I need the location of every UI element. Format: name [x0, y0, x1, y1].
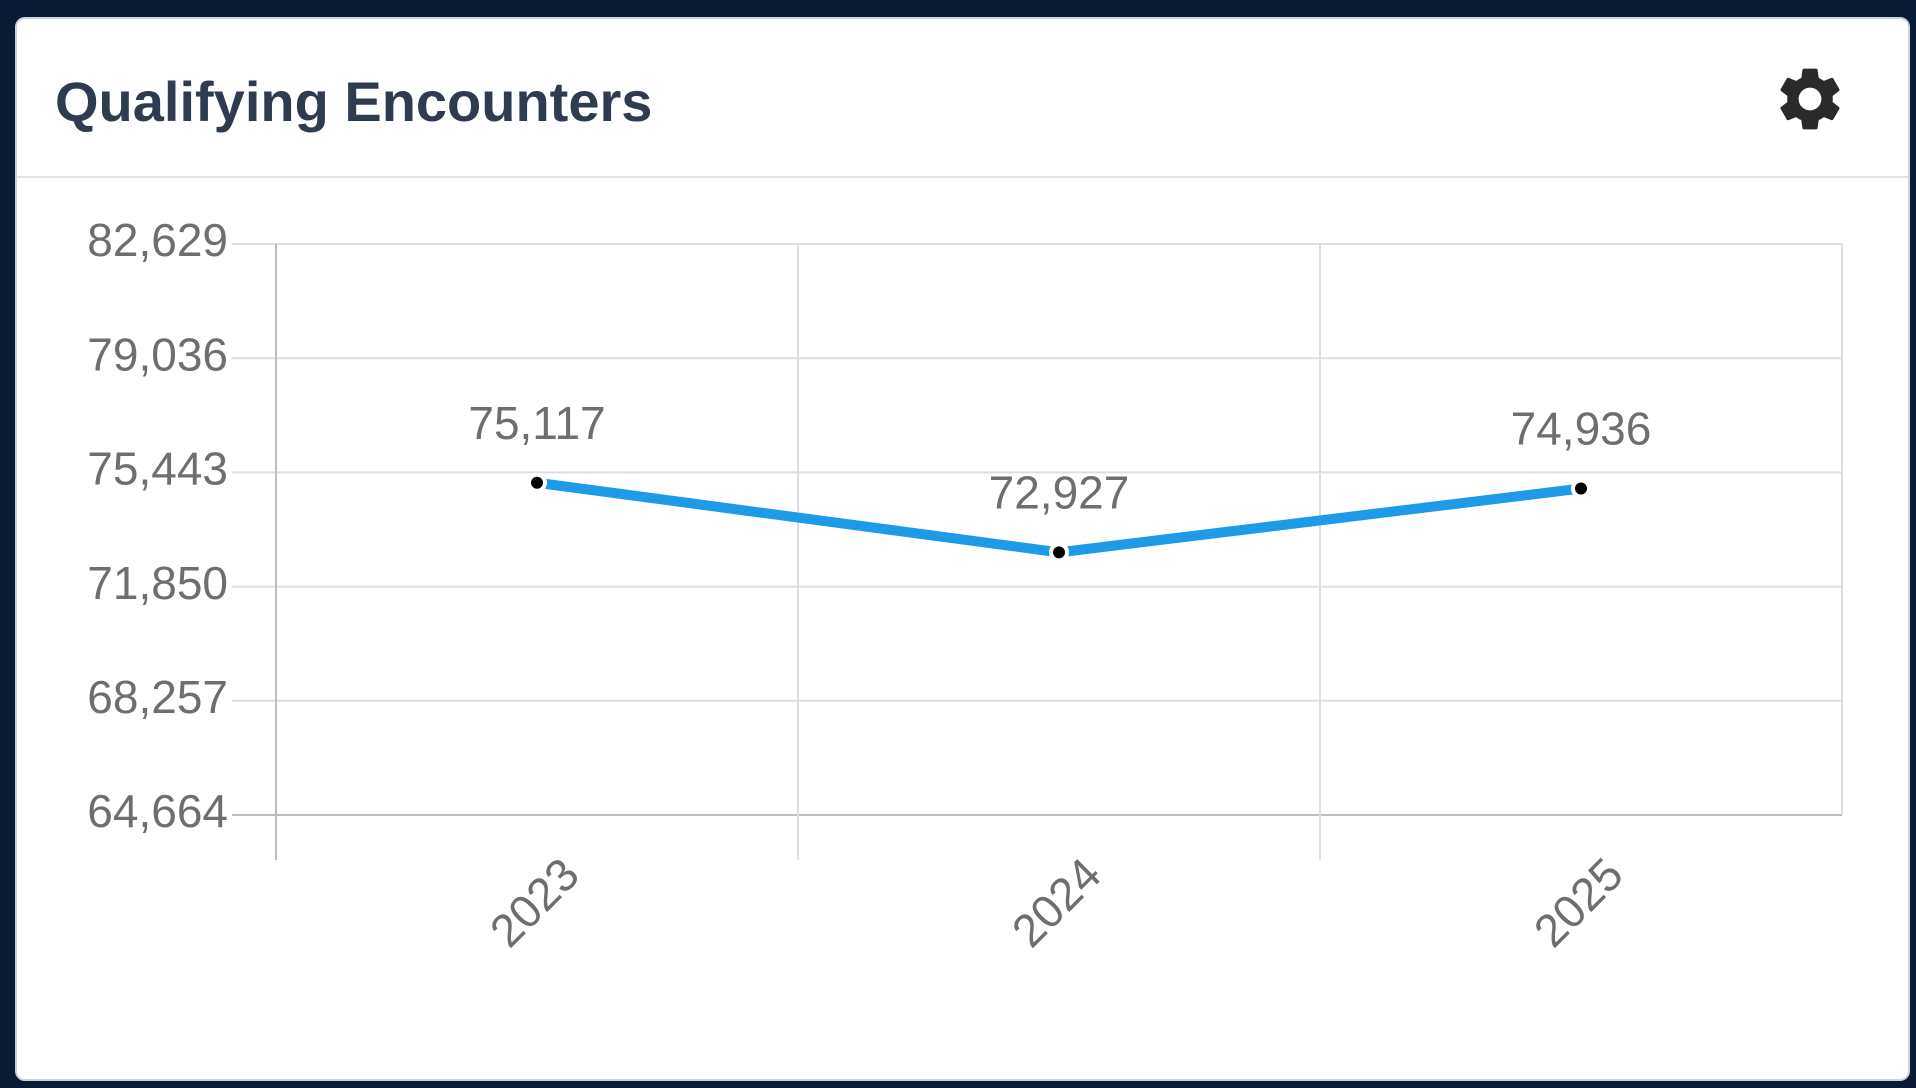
- point: [1049, 542, 1069, 563]
- x-tick-label: 2023: [480, 848, 589, 957]
- card-header: Qualifying Encounters: [17, 19, 1908, 178]
- x-tick-label: 2024: [1002, 848, 1111, 957]
- y-tick-label: 68,257: [87, 671, 228, 723]
- settings-icon[interactable]: [1772, 61, 1848, 137]
- y-tick-label: 79,036: [87, 328, 228, 380]
- y-tick-label: 82,629: [87, 214, 228, 266]
- card-title: Qualifying Encounters: [55, 70, 653, 133]
- point: [1571, 478, 1591, 499]
- card: Qualifying Encounters: [15, 17, 1910, 1081]
- data-label: 72,927: [989, 467, 1130, 519]
- point: [527, 472, 547, 493]
- x-tick-label: 2025: [1524, 848, 1633, 957]
- y-tick-label: 64,664: [87, 785, 228, 837]
- data-label: 74,936: [1511, 403, 1652, 455]
- y-tick-label: 75,443: [87, 443, 228, 495]
- data-label: 75,117: [468, 397, 605, 449]
- y-tick-label: 71,850: [87, 557, 228, 609]
